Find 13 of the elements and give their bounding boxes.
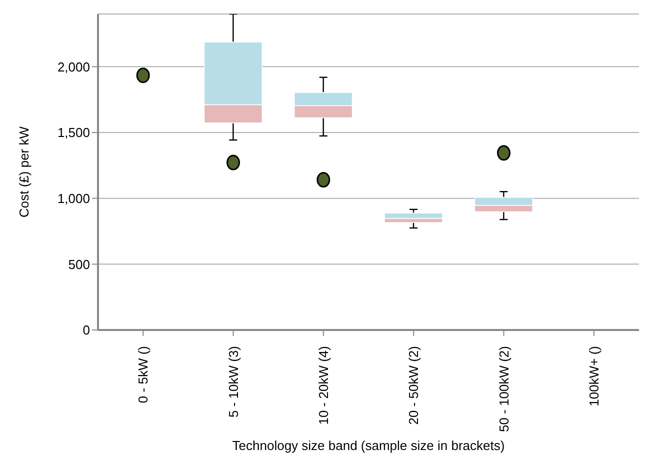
x-tick-label: 10 - 20kW (4) (316, 346, 331, 425)
y-tick-label: 2,000 (57, 59, 90, 74)
x-tick-label: 0 - 5kW () (136, 346, 151, 404)
y-axis-title: Cost (£) per kW (16, 126, 32, 218)
y-tick-label: 1,500 (57, 125, 90, 140)
x-tick-label: 100kW+ () (586, 346, 602, 406)
x-tick-label: 5 - 10kW (3) (226, 346, 241, 418)
y-tick-label: 1,000 (57, 190, 90, 206)
x-tick-label: 20 - 50kW (2) (406, 346, 422, 425)
x-axis-title: Technology size band (sample size in brackets) (232, 438, 505, 453)
y-tick-label: 0 (82, 322, 90, 338)
y-tick-label: 500 (68, 256, 90, 272)
x-tick-label: 50 - 100kW (2) (496, 346, 512, 432)
